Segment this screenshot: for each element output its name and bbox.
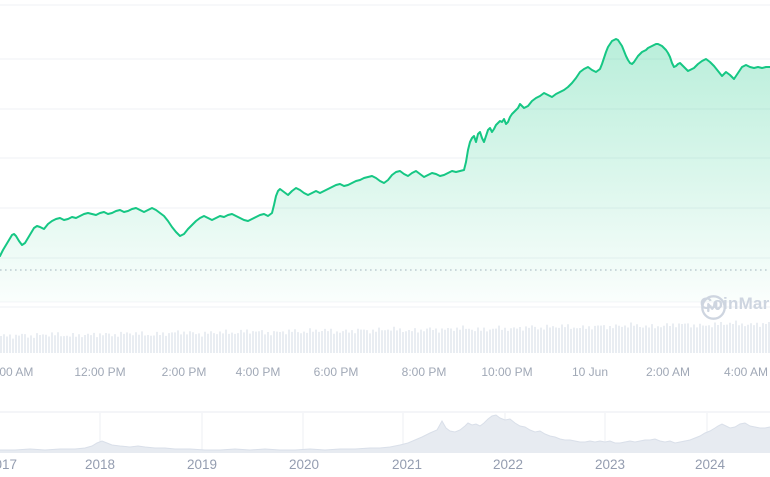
time-axis-label: 2:00 AM <box>645 365 691 379</box>
time-axis-label: 4:00 PM <box>235 365 281 379</box>
year-axis-label: 2019 <box>186 457 218 472</box>
year-axis-label: 2021 <box>391 457 423 472</box>
year-axis-label: 2022 <box>492 457 524 472</box>
navigator-area-fill <box>0 415 770 453</box>
navigator-line <box>0 414 770 451</box>
time-axis-label: 8:00 PM <box>401 365 447 379</box>
time-axis-label: 10:00 AM <box>0 365 34 379</box>
year-axis-label: 2017 <box>0 457 18 472</box>
time-axis-label: 12:00 PM <box>74 365 126 379</box>
year-axis-label: 2018 <box>84 457 116 472</box>
time-axis-label: 2:00 PM <box>161 365 207 379</box>
time-axis-label: 6:00 PM <box>313 365 359 379</box>
price-area-fill <box>0 39 770 302</box>
price-chart-plot-area[interactable] <box>0 0 770 353</box>
time-axis-label: 10 Jun <box>571 365 609 379</box>
time-axis-label: 10:00 PM <box>481 365 533 379</box>
year-axis-label: 2024 <box>694 457 726 472</box>
volume-bars <box>0 320 770 353</box>
range-navigator[interactable] <box>0 410 770 455</box>
time-axis-label: 4:00 AM <box>723 365 769 379</box>
year-axis-label: 2023 <box>594 457 626 472</box>
year-axis-label: 2020 <box>288 457 320 472</box>
price-line <box>0 38 770 257</box>
